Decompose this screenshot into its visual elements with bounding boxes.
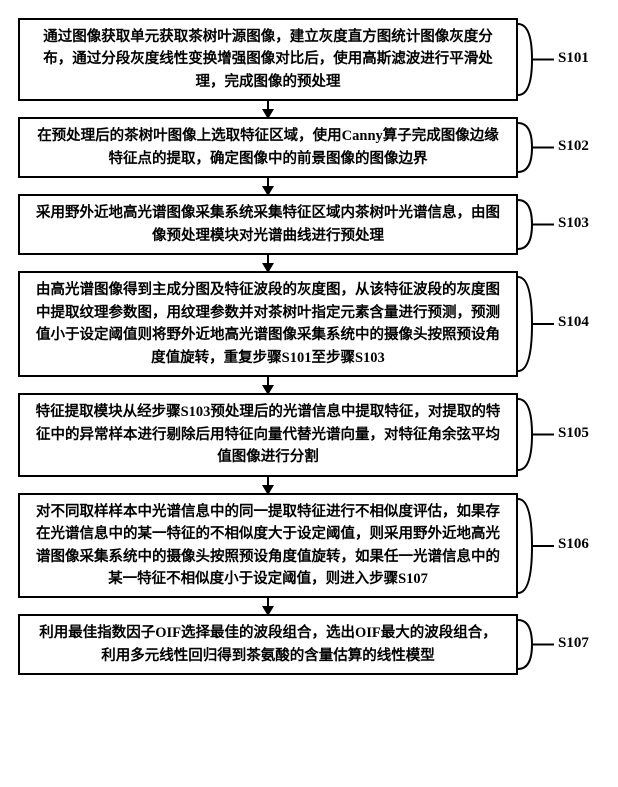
step-box: 通过图像获取单元获取茶树叶源图像，建立灰度直方图统计图像灰度分布，通过分段灰度线… bbox=[18, 18, 518, 101]
step-s102: 在预处理后的茶树叶图像上选取特征区域，使用Canny算子完成图像边缘特征点的提取… bbox=[18, 117, 600, 178]
step-label: S105 bbox=[558, 425, 589, 442]
step-s107: 利用最佳指数因子OIF选择最佳的波段组合，选出OIF最大的波段组合，利用多元线性… bbox=[18, 614, 600, 675]
step-s106: 对不同取样样本中光谱信息中的同一提取特征进行不相似度评估，如果存在光谱信息中的某… bbox=[18, 493, 600, 599]
step-box: 对不同取样样本中光谱信息中的同一提取特征进行不相似度评估，如果存在光谱信息中的某… bbox=[18, 493, 518, 599]
step-text: 在预处理后的茶树叶图像上选取特征区域，使用Canny算子完成图像边缘特征点的提取… bbox=[37, 128, 499, 166]
down-arrow bbox=[18, 178, 518, 194]
step-s104: 由高光谱图像得到主成分图及特征波段的灰度图，从该特征波段的灰度图中提取纹理参数图… bbox=[18, 271, 600, 377]
step-label: S106 bbox=[558, 536, 589, 553]
down-arrow bbox=[18, 255, 518, 271]
step-box: 利用最佳指数因子OIF选择最佳的波段组合，选出OIF最大的波段组合，利用多元线性… bbox=[18, 614, 518, 675]
step-s101: 通过图像获取单元获取茶树叶源图像，建立灰度直方图统计图像灰度分布，通过分段灰度线… bbox=[18, 18, 600, 101]
step-text: 通过图像获取单元获取茶树叶源图像，建立灰度直方图统计图像灰度分布，通过分段灰度线… bbox=[43, 29, 493, 90]
down-arrow bbox=[18, 101, 518, 117]
down-arrow bbox=[18, 598, 518, 614]
step-text: 利用最佳指数因子OIF选择最佳的波段组合，选出OIF最大的波段组合，利用多元线性… bbox=[39, 625, 497, 663]
flowchart-container: 通过图像获取单元获取茶树叶源图像，建立灰度直方图统计图像灰度分布，通过分段灰度线… bbox=[18, 18, 600, 675]
down-arrow bbox=[18, 477, 518, 493]
down-arrow bbox=[18, 377, 518, 393]
step-label: S103 bbox=[558, 215, 589, 232]
step-text: 采用野外近地高光谱图像采集系统采集特征区域内茶树叶光谱信息，由图像预处理模块对光… bbox=[36, 205, 500, 243]
step-box: 在预处理后的茶树叶图像上选取特征区域，使用Canny算子完成图像边缘特征点的提取… bbox=[18, 117, 518, 178]
side-brace bbox=[518, 397, 558, 472]
side-brace bbox=[518, 497, 558, 595]
step-label: S101 bbox=[558, 50, 589, 67]
step-label: S102 bbox=[558, 138, 589, 155]
side-brace bbox=[518, 121, 558, 174]
step-label: S107 bbox=[558, 635, 589, 652]
step-s103: 采用野外近地高光谱图像采集系统采集特征区域内茶树叶光谱信息，由图像预处理模块对光… bbox=[18, 194, 600, 255]
side-brace bbox=[518, 275, 558, 373]
side-brace bbox=[518, 22, 558, 97]
step-label: S104 bbox=[558, 314, 589, 331]
step-s105: 特征提取模块从经步骤S103预处理后的光谱信息中提取特征，对提取的特征中的异常样… bbox=[18, 393, 600, 476]
step-box: 由高光谱图像得到主成分图及特征波段的灰度图，从该特征波段的灰度图中提取纹理参数图… bbox=[18, 271, 518, 377]
step-text: 对不同取样样本中光谱信息中的同一提取特征进行不相似度评估，如果存在光谱信息中的某… bbox=[36, 504, 500, 587]
step-text: 由高光谱图像得到主成分图及特征波段的灰度图，从该特征波段的灰度图中提取纹理参数图… bbox=[36, 282, 500, 365]
step-text: 特征提取模块从经步骤S103预处理后的光谱信息中提取特征，对提取的特征中的异常样… bbox=[36, 404, 501, 465]
step-box: 采用野外近地高光谱图像采集系统采集特征区域内茶树叶光谱信息，由图像预处理模块对光… bbox=[18, 194, 518, 255]
side-brace bbox=[518, 618, 558, 671]
step-box: 特征提取模块从经步骤S103预处理后的光谱信息中提取特征，对提取的特征中的异常样… bbox=[18, 393, 518, 476]
side-brace bbox=[518, 198, 558, 251]
